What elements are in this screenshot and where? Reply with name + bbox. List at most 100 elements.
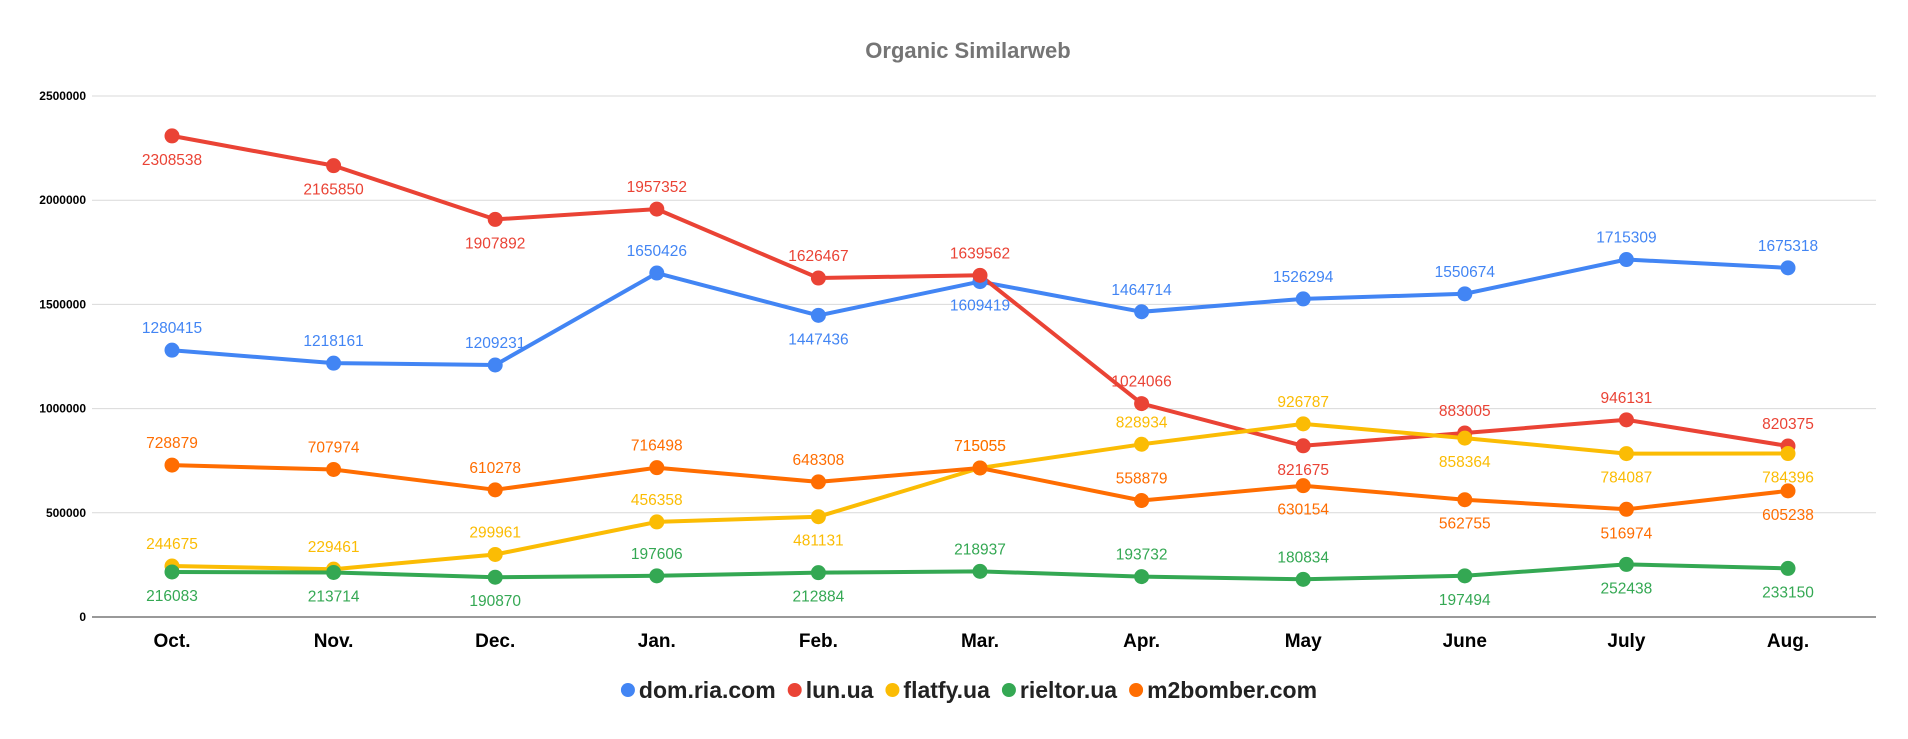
x-axis-ticks: Oct. Nov. Dec. Jan. Feb. Mar. Apr. May June July A… [154, 631, 1810, 652]
data-point-rieltor-ua [164, 564, 180, 580]
y-tick-label: 1000000 [39, 402, 86, 416]
legend-item: lun.ua [787, 677, 874, 703]
data-point-flatfy-ua [649, 514, 665, 530]
data-point-lun-ua [810, 270, 826, 286]
legend-label: lun.ua [806, 677, 874, 703]
data-point-flatfy-ua [1618, 446, 1634, 462]
data-point-m2bomber-com [1780, 483, 1796, 499]
data-label-m2bomber-com: 630154 [1277, 502, 1329, 519]
y-tick-label: 2500000 [39, 89, 86, 103]
data-label-rieltor-ua: 218937 [954, 541, 1006, 558]
data-label-flatfy-ua: 784087 [1601, 470, 1653, 487]
data-point-dom-ria-com [810, 307, 826, 323]
data-point-lun-ua [326, 158, 342, 174]
data-point-m2bomber-com [1618, 501, 1634, 517]
data-label-m2bomber-com: 728879 [146, 435, 198, 452]
data-label-rieltor-ua: 216083 [146, 588, 198, 605]
data-point-m2bomber-com [164, 457, 180, 473]
x-tick-label: Jan. [638, 631, 676, 652]
data-label-lun-ua: 2165850 [303, 182, 364, 199]
data-label-m2bomber-com: 648308 [793, 452, 845, 469]
legend-item: rieltor.ua [1001, 677, 1117, 703]
data-label-rieltor-ua: 212884 [793, 589, 845, 606]
data-label-rieltor-ua: 252438 [1601, 580, 1653, 597]
data-label-lun-ua: 1957352 [627, 179, 687, 196]
y-tick-label: 500000 [46, 506, 86, 520]
data-point-lun-ua [1618, 412, 1634, 428]
x-tick-label: June [1443, 631, 1487, 652]
data-label-lun-ua: 1626467 [788, 248, 848, 265]
data-label-m2bomber-com: 562755 [1439, 516, 1491, 533]
data-label-dom-ria-com: 1447436 [788, 331, 848, 348]
legend-item: m2bomber.com [1129, 677, 1317, 703]
data-label-flatfy-ua: 229461 [308, 539, 360, 556]
legend-label: flatfy.ua [903, 677, 990, 703]
y-tick-label: 0 [79, 610, 86, 624]
data-point-rieltor-ua [326, 564, 342, 580]
legend-item: flatfy.ua [885, 677, 990, 703]
data-label-lun-ua: 2308538 [142, 152, 202, 169]
legend-marker [885, 683, 900, 697]
legend-marker [1001, 683, 1016, 697]
chart-title: Organic Similarweb [865, 38, 1070, 63]
x-tick-label: Aug. [1767, 631, 1809, 652]
series-line-lun-ua [170, 133, 1790, 448]
legend-marker [787, 683, 802, 697]
data-label-lun-ua: 946131 [1601, 390, 1653, 407]
data-label-rieltor-ua: 213714 [308, 588, 360, 605]
data-label-flatfy-ua: 481131 [793, 533, 844, 550]
data-label-dom-ria-com: 1280415 [142, 320, 202, 337]
data-labels: 1280415 1218161 1209231 1650426 1447436 16094… [142, 152, 1818, 610]
data-point-m2bomber-com [649, 460, 665, 476]
data-label-flatfy-ua: 715055 [954, 438, 1006, 455]
x-tick-label: May [1285, 631, 1322, 652]
data-label-dom-ria-com: 1209231 [465, 335, 525, 352]
data-point-dom-ria-com [1780, 260, 1796, 276]
data-label-dom-ria-com: 1464714 [1111, 282, 1172, 299]
data-point-m2bomber-com [810, 474, 826, 490]
data-label-dom-ria-com: 1218161 [303, 333, 363, 350]
data-label-rieltor-ua: 197606 [631, 546, 683, 563]
data-point-rieltor-ua [1457, 568, 1473, 584]
data-label-m2bomber-com: 716498 [631, 438, 683, 455]
y-axis-ticks: 0 500000 1000000 1500000 2000000 2500000 [39, 89, 86, 624]
data-point-dom-ria-com [164, 342, 180, 358]
data-point-dom-ria-com [487, 357, 503, 373]
legend-marker [620, 683, 635, 697]
data-label-rieltor-ua: 180834 [1277, 549, 1329, 566]
data-label-lun-ua: 883005 [1439, 403, 1491, 420]
data-label-dom-ria-com: 1526294 [1273, 269, 1334, 286]
data-label-lun-ua: 820375 [1762, 416, 1814, 433]
legend-label: dom.ria.com [639, 677, 776, 703]
data-point-m2bomber-com [1134, 493, 1150, 509]
x-tick-label: Mar. [961, 631, 999, 652]
series-points [164, 128, 1796, 587]
data-point-rieltor-ua [649, 568, 665, 584]
data-point-flatfy-ua [1295, 416, 1311, 432]
data-point-lun-ua [972, 267, 988, 283]
y-tick-label: 2000000 [39, 193, 86, 207]
data-label-flatfy-ua: 299961 [469, 524, 521, 541]
x-tick-label: July [1607, 631, 1645, 652]
data-point-lun-ua [164, 128, 180, 144]
data-point-flatfy-ua [810, 509, 826, 525]
data-point-flatfy-ua [487, 546, 503, 562]
data-label-flatfy-ua: 784396 [1762, 470, 1814, 487]
data-point-dom-ria-com [1618, 252, 1634, 268]
gridlines [92, 95, 1876, 618]
data-point-rieltor-ua [1295, 571, 1311, 587]
data-label-dom-ria-com: 1675318 [1758, 238, 1818, 255]
data-point-flatfy-ua [1780, 446, 1796, 462]
data-point-dom-ria-com [326, 355, 342, 371]
x-tick-label: Feb. [799, 631, 838, 652]
data-point-lun-ua [487, 211, 503, 227]
data-label-m2bomber-com: 605238 [1762, 507, 1814, 524]
data-label-lun-ua: 1024066 [1111, 374, 1171, 391]
data-label-dom-ria-com: 1550674 [1435, 264, 1496, 281]
data-point-rieltor-ua [1780, 560, 1796, 576]
y-tick-label: 1500000 [39, 297, 86, 311]
x-tick-label: Nov. [314, 631, 354, 652]
data-label-rieltor-ua: 197494 [1439, 592, 1491, 609]
data-point-flatfy-ua [1134, 436, 1150, 452]
